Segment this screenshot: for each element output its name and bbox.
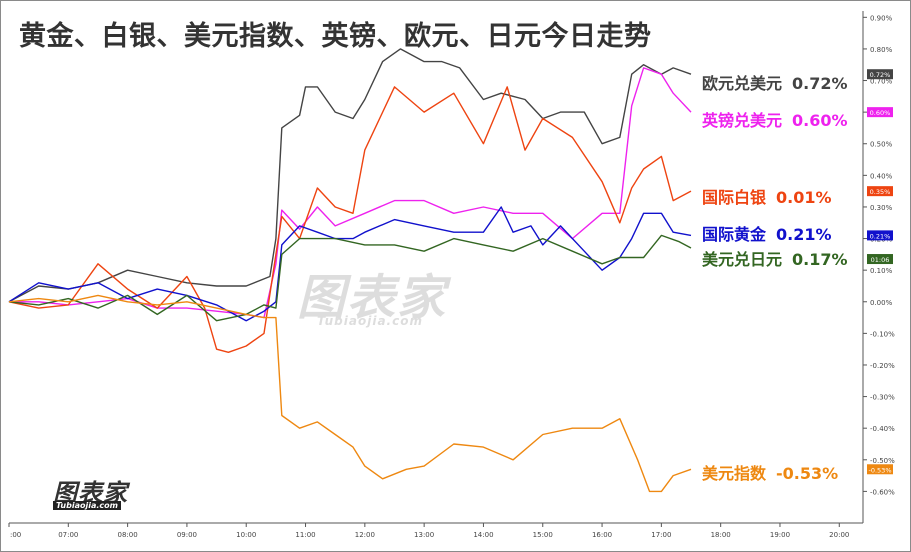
value-tag-text: 0.60% [870, 109, 891, 117]
y-tick-label: 0.00% [870, 299, 893, 307]
x-tick-label: 10:00 [236, 531, 256, 539]
value-tag-silver: 0.35% [867, 186, 893, 197]
x-tick-label: 12:00 [355, 531, 375, 539]
series-value: -0.53% [776, 464, 839, 483]
series-label-gold: 国际黄金 0.21% [702, 221, 832, 245]
value-tag-eur: 0.72% [867, 69, 893, 80]
y-tick-label: 0.50% [870, 141, 893, 149]
logo-subtext: Tubiaojia.com [53, 501, 121, 510]
value-tag-text: 0.21% [870, 232, 891, 240]
y-tick-label: 0.30% [870, 204, 893, 212]
x-tick-label: 07:00 [58, 531, 78, 539]
value-tag-dxy: -0.53% [867, 464, 893, 475]
value-tag-jpy: 01:06 [867, 254, 893, 265]
y-tick-label: 0.90% [870, 14, 893, 22]
value-tag-text: 0.35% [870, 188, 891, 196]
y-tick-label: 0.80% [870, 46, 893, 54]
x-tick-label: 08:00 [118, 531, 138, 539]
series-label-silver: 国际白银 0.01% [702, 184, 832, 208]
x-tick-label: 17:00 [651, 531, 671, 539]
y-tick-label: -0.50% [870, 457, 895, 465]
y-tick-label: 0.70% [870, 78, 893, 86]
watermark-text: 图表家 [297, 270, 448, 326]
y-tick-label: -0.60% [870, 488, 895, 496]
y-tick-label: -0.30% [870, 394, 895, 402]
y-tick-label: 0.10% [870, 267, 893, 275]
value-tag-bg [867, 69, 893, 80]
value-tag-text: 0.72% [870, 71, 891, 79]
value-tag-text: -0.53% [869, 466, 892, 474]
y-tick-label: -0.40% [870, 425, 895, 433]
x-tick-label: 11:00 [295, 531, 315, 539]
x-tick-label: 14:00 [473, 531, 493, 539]
series-value: 0.21% [776, 225, 832, 244]
brand-logo: 图表家 Tubiaojia.com [53, 473, 145, 513]
series-line-gbp [9, 67, 692, 319]
y-tick-label: 0.40% [870, 172, 893, 180]
value-tag-bg [867, 186, 893, 197]
x-tick-label: 20:00 [829, 531, 849, 539]
series-label-gbp: 英镑兑美元 0.60% [702, 107, 848, 131]
watermark: 图表家 Tubiaojia.com [297, 258, 497, 333]
series-label-jpy: 美元兑日元 0.17% [702, 246, 848, 270]
x-tick-label: 13:00 [414, 531, 434, 539]
series-line-dxy [8, 294, 692, 493]
y-tick-label: -0.10% [870, 330, 895, 338]
value-tag-bg [867, 464, 893, 475]
x-tick-label: 09:00 [177, 531, 197, 539]
series-name: 国际黄金 [702, 225, 767, 244]
series-label-dxy: 美元指数 -0.53% [702, 460, 838, 484]
value-tag-bg [867, 230, 893, 241]
series-name: 美元指数 [702, 464, 767, 483]
x-tick-label: 19:00 [770, 531, 790, 539]
x-tick-label: :00 [10, 531, 21, 539]
watermark-subtext: Tubiaojia.com [317, 314, 423, 328]
value-tag-bg [867, 254, 893, 265]
series-line-gold [8, 206, 692, 322]
series-value: 0.01% [776, 188, 832, 207]
series-value: 0.60% [792, 111, 848, 130]
y-tick-label: -0.20% [870, 362, 895, 370]
x-tick-label: 15:00 [533, 531, 553, 539]
series-label-eur: 欧元兑美元 0.72% [702, 70, 848, 94]
series-value: 0.72% [792, 74, 848, 93]
series-name: 英镑兑美元 [702, 111, 783, 130]
x-tick-label: 16:00 [592, 531, 612, 539]
series-name: 国际白银 [702, 188, 767, 207]
chart-title: 黄金、白银、美元指数、英镑、欧元、日元今日走势 [19, 21, 652, 52]
x-tick-label: 18:00 [711, 531, 731, 539]
series-value: 0.17% [792, 250, 848, 269]
value-tag-text: 01:06 [871, 256, 890, 264]
series-line-jpy [8, 234, 692, 322]
value-tag-bg [867, 107, 893, 118]
series-name: 美元兑日元 [702, 250, 783, 269]
value-tag-gbp: 0.60% [867, 107, 893, 118]
series-name: 欧元兑美元 [702, 74, 783, 93]
value-tag-gold: 0.21% [867, 230, 893, 241]
